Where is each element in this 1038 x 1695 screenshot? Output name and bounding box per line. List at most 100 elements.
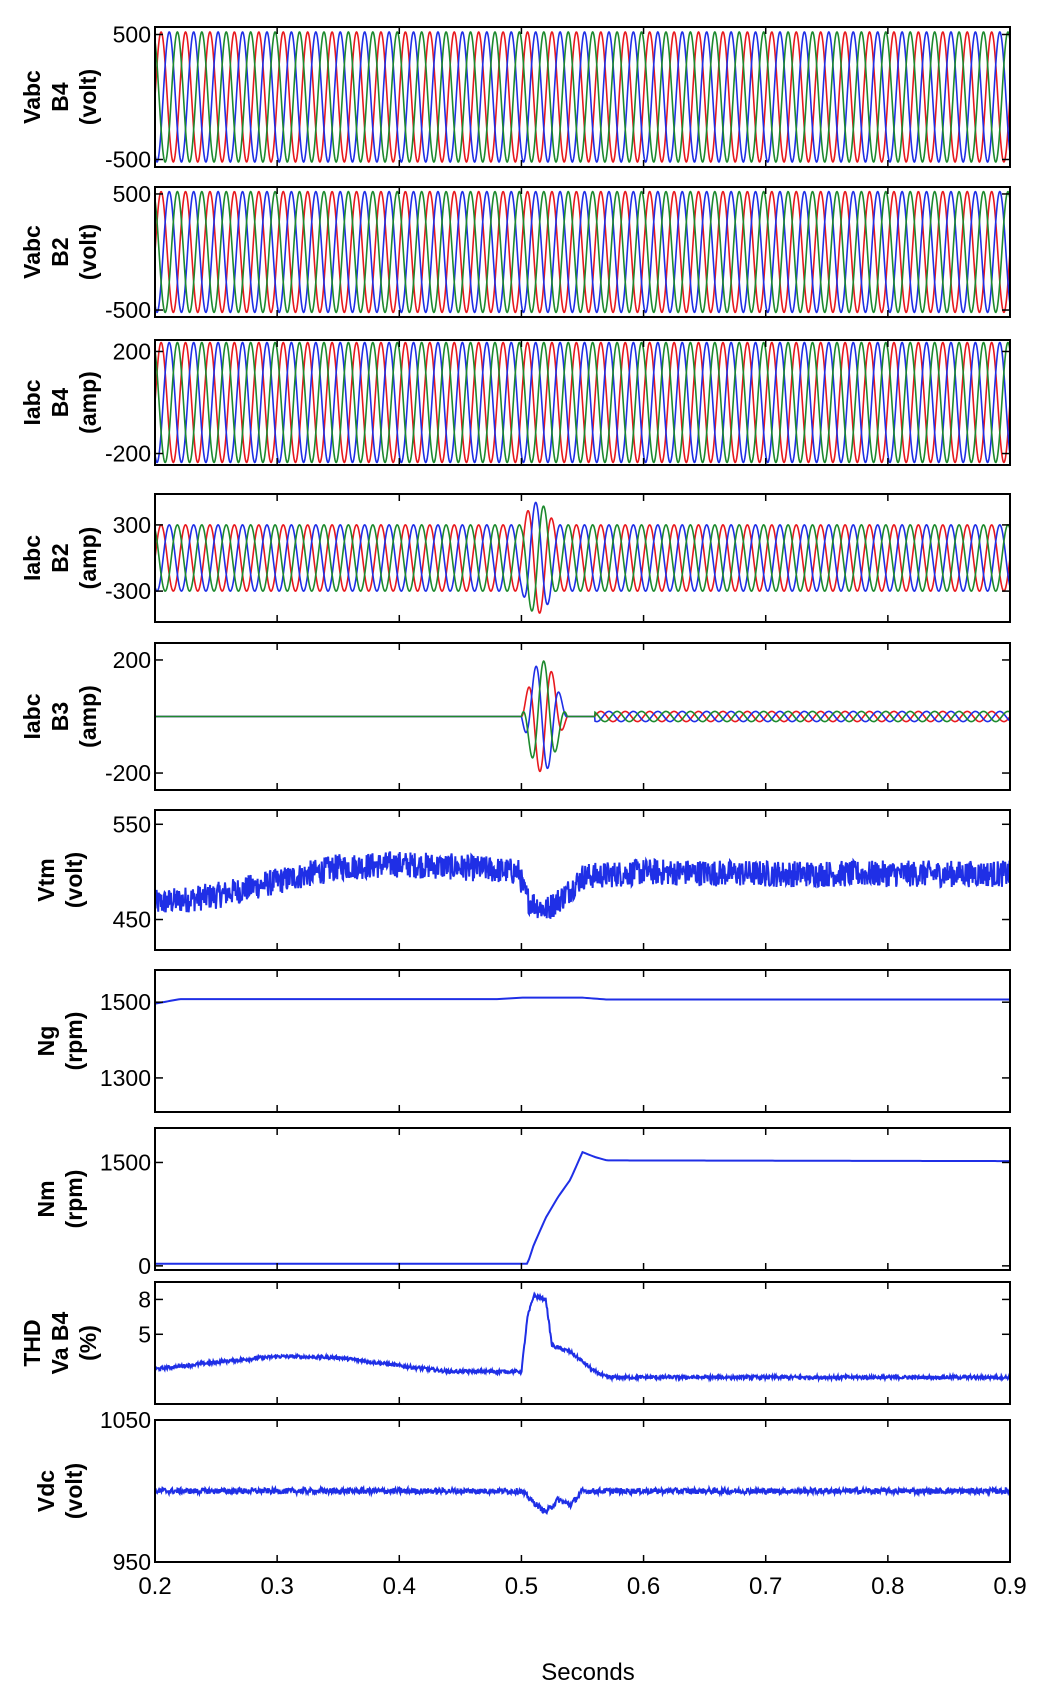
ytick-label: 5: [138, 1321, 151, 1347]
ylabel-iabc-b3: IabcB3(amp): [19, 685, 101, 748]
ytick-label: 550: [113, 811, 151, 837]
ylabel-thd: THDVa B4(%): [19, 1311, 101, 1374]
ylabel-line: (amp): [75, 685, 101, 748]
panel-frame-ng: [154, 969, 1011, 1113]
ylabel-line: Nm: [33, 1180, 59, 1217]
panel-thd: 8 5 THDVa B4(%): [19, 1281, 1011, 1405]
series-ng: [155, 996, 1010, 1005]
xtick-label: 0.6: [627, 1573, 660, 1600]
ytick-label: -500: [105, 297, 151, 323]
ylabel-line: B3: [47, 702, 73, 731]
ytick-label: 500: [113, 22, 151, 48]
xtick-label: 0.5: [505, 1573, 538, 1600]
series-phase-a-vabc-b4: [155, 31, 1010, 163]
plot-area-vabc-b4: [155, 31, 1010, 163]
xtick-label: 0.8: [871, 1573, 904, 1600]
plot-area-nm: [155, 1150, 1010, 1265]
ylabel-line: B4: [47, 82, 73, 112]
series-phase-c-vabc-b4: [155, 31, 1010, 163]
panel-vtm: 550 450 Vtm(volt): [33, 809, 1011, 951]
panel-ng: 1500 1300 Ng(rpm): [33, 969, 1011, 1113]
plot-area-iabc-b4: [155, 341, 1010, 464]
xtick-label: 0.7: [749, 1573, 782, 1600]
series-phase-a-iabc-b2: [155, 509, 1010, 614]
ytick-label: 500: [113, 181, 151, 207]
ytick-label: 1500: [100, 1149, 151, 1175]
ytick-label: 1500: [100, 989, 151, 1015]
xtick-label: 0.2: [138, 1573, 171, 1600]
series-phase-c-iabc-b4: [155, 341, 1010, 464]
ytick-label: 1300: [100, 1065, 151, 1091]
ylabel-line: Iabc: [19, 693, 45, 739]
series-phase-a-iabc-b3: [155, 670, 1010, 773]
x-axis: 0.2 0.3 0.4 0.5 0.6 0.7 0.8 0.9: [138, 1573, 1026, 1600]
ylabel-line: (%): [75, 1325, 101, 1361]
panel-frame-iabc-b2: [154, 493, 1011, 623]
series-phase-b-vabc-b2: [155, 190, 1010, 314]
ylabel-line: Vtm: [33, 858, 59, 901]
series-phase-b-vabc-b4: [155, 31, 1010, 163]
ytick-label: -300: [105, 578, 151, 604]
series-phase-b-iabc-b4: [155, 341, 1010, 464]
ylabel-vabc-b4: VabcB4(volt): [19, 69, 101, 125]
series-vtm: [155, 851, 1010, 919]
ytick-label: 1050: [100, 1407, 151, 1433]
ylabel-line: B2: [47, 237, 73, 266]
ytick-label: 0: [138, 1253, 151, 1279]
ylabel-line: Vabc: [19, 70, 45, 124]
panel-frame-vabc-b4: [154, 26, 1011, 168]
ylabel-line: (rpm): [61, 1170, 87, 1229]
ylabel-ng: Ng(rpm): [33, 1012, 87, 1071]
series-phase-a-iabc-b4: [155, 341, 1010, 464]
ylabel-line: Va B4: [47, 1311, 73, 1374]
ylabel-vabc-b2: VabcB2(volt): [19, 224, 101, 280]
ylabel-line: B4: [47, 388, 73, 418]
panel-vdc: 1050 950 Vdc(volt): [33, 1407, 1011, 1575]
ylabel-nm: Nm(rpm): [33, 1170, 87, 1229]
ylabel-iabc-b4: IabcB4(amp): [19, 371, 101, 434]
ytick-label: -500: [105, 147, 151, 173]
ylabel-line: Iabc: [19, 535, 45, 581]
ylabel-vdc: Vdc(volt): [33, 1463, 87, 1519]
ylabel-iabc-b2: IabcB2(amp): [19, 527, 101, 590]
panel-frame-thd: [154, 1281, 1011, 1405]
plot-area-iabc-b2: [155, 501, 1010, 614]
ylabel-line: Vabc: [19, 225, 45, 279]
xtick-label: 0.4: [383, 1573, 416, 1600]
ylabel-vtm: Vtm(volt): [33, 852, 87, 908]
ylabel-line: Iabc: [19, 379, 45, 425]
ylabel-line: (volt): [61, 852, 87, 908]
chart-panels: 500-500VabcB4(volt)500-500VabcB2(volt)20…: [19, 22, 1011, 1575]
ytick-label: -200: [105, 760, 151, 786]
series-phase-c-iabc-b2: [155, 505, 1010, 612]
ylabel-line: (volt): [61, 1463, 87, 1519]
ytick-label: 300: [113, 512, 151, 538]
panel-frame-iabc-b4: [154, 339, 1011, 466]
ytick-label: 8: [138, 1286, 151, 1312]
ylabel-line: B2: [47, 543, 73, 572]
ylabel-line: (rpm): [61, 1012, 87, 1071]
ylabel-line: Vdc: [33, 1470, 59, 1512]
x-axis-label: Seconds: [541, 1659, 634, 1686]
xtick-label: 0.9: [993, 1573, 1026, 1600]
panel-frame-vtm: [154, 809, 1011, 951]
series-phase-b-iabc-b3: [155, 665, 1010, 770]
ytick-label: 450: [113, 907, 151, 933]
ytick-label: 200: [113, 338, 151, 364]
series-phase-b-iabc-b2: [155, 501, 1010, 606]
ylabel-line: (volt): [75, 69, 101, 125]
panel-frame-vabc-b2: [154, 186, 1011, 318]
series-vdc: [155, 1484, 1010, 1516]
panel-frame-iabc-b3: [154, 642, 1011, 791]
plot-area-thd: [155, 1291, 1010, 1383]
ylabel-line: (volt): [75, 224, 101, 280]
ylabel-line: (amp): [75, 527, 101, 590]
panel-nm: 1500 0 Nm(rpm): [33, 1127, 1011, 1279]
series-thd: [155, 1291, 1010, 1383]
plot-area-iabc-b3: [155, 660, 1010, 773]
